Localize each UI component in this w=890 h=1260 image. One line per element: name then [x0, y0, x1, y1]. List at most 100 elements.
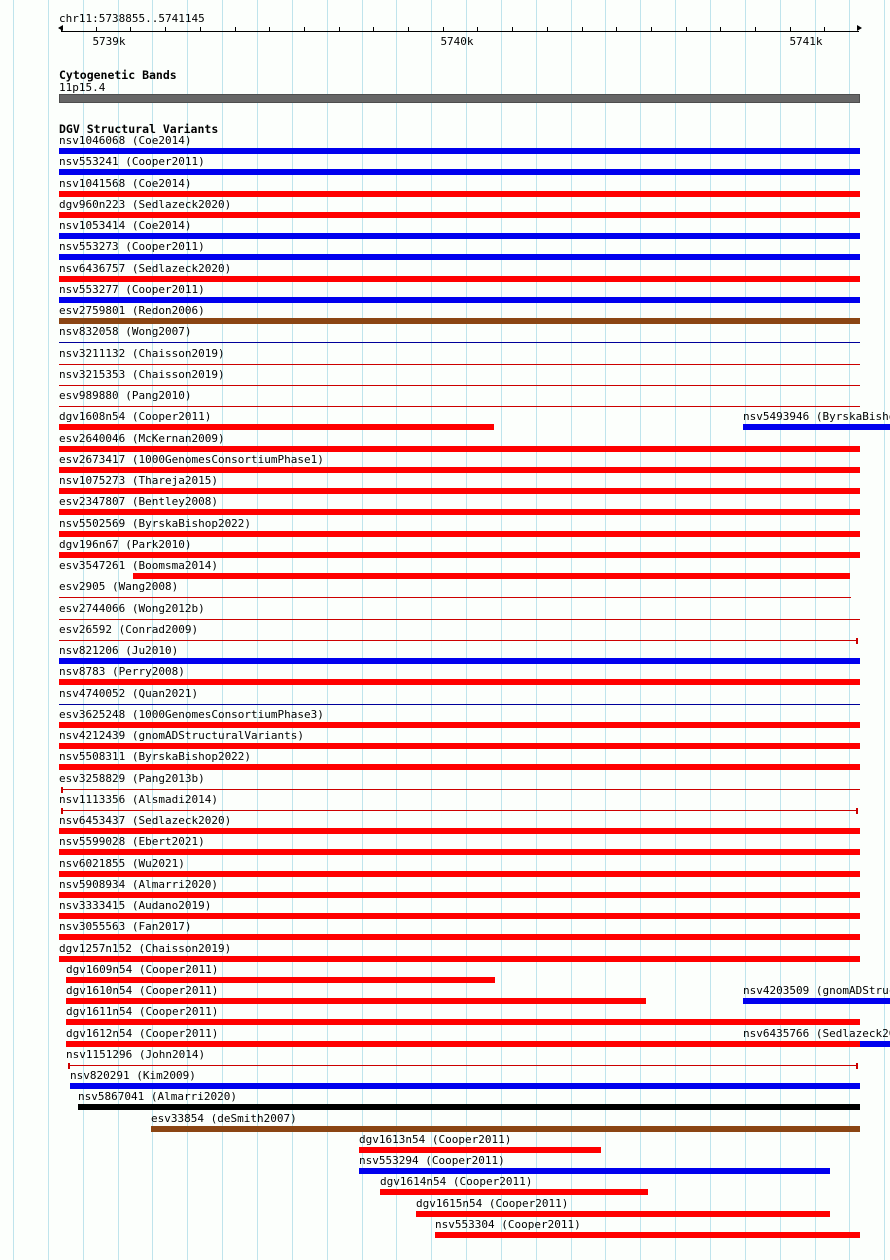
variant-row[interactable]: esv2744066 (Wong2012b) — [0, 602, 890, 624]
variant-row[interactable]: dgv1611n54 (Cooper2011) — [0, 1006, 890, 1027]
variant-row[interactable]: nsv5508311 (ByrskaBishop2022) — [0, 751, 890, 772]
variant-bar[interactable] — [380, 1189, 648, 1196]
variant-bar[interactable] — [743, 998, 890, 1004]
variant-row[interactable]: nsv553241 (Cooper2011) — [0, 156, 890, 177]
variant-bar[interactable] — [59, 891, 860, 898]
variant-bar[interactable] — [59, 363, 860, 365]
variant-row[interactable]: nsv4203509 (gnomADStructuralVariants) — [0, 985, 890, 1006]
variant-row[interactable]: dgv1614n54 (Cooper2011) — [0, 1176, 890, 1197]
variant-bar[interactable] — [59, 296, 860, 303]
variant-bar[interactable] — [66, 1019, 860, 1026]
variant-bar[interactable] — [61, 786, 860, 793]
variant-row[interactable]: nsv5502569 (ByrskaBishop2022) — [0, 517, 890, 539]
variant-row[interactable]: dgv1610n54 (Cooper2011) — [0, 985, 890, 1006]
variant-bar[interactable] — [59, 424, 494, 431]
variant-bar[interactable] — [59, 618, 860, 620]
variant-row[interactable]: nsv832058 (Wong2007) — [0, 326, 890, 347]
variant-bar[interactable] — [416, 1210, 830, 1217]
variant-row[interactable]: nsv1113356 (Alsmadi2014) — [0, 793, 890, 815]
variant-row[interactable]: nsv553273 (Cooper2011) — [0, 241, 890, 262]
variant-row[interactable]: dgv1613n54 (Cooper2011) — [0, 1133, 890, 1155]
variant-bar[interactable] — [68, 1062, 858, 1069]
variant-bar[interactable] — [66, 1040, 860, 1047]
variant-bar[interactable] — [59, 597, 851, 599]
variant-row[interactable]: nsv5493946 (ByrskaBishop2022) — [0, 411, 890, 432]
variant-bar[interactable] — [78, 1104, 860, 1111]
variant-row[interactable]: esv2759801 (Redon2006) — [0, 305, 890, 326]
variant-bar[interactable] — [59, 466, 860, 473]
variant-bar[interactable] — [59, 637, 858, 644]
variant-bar[interactable] — [59, 318, 860, 324]
variant-bar[interactable] — [59, 254, 860, 261]
variant-bar[interactable] — [59, 934, 860, 941]
variant-row[interactable]: nsv3333415 (Audano2019) — [0, 900, 890, 921]
variant-row[interactable]: esv33854 (deSmith2007) — [0, 1112, 890, 1134]
variant-row[interactable]: nsv1041568 (Coe2014) — [0, 177, 890, 199]
variant-bar[interactable] — [59, 211, 860, 218]
variant-bar[interactable] — [133, 573, 850, 579]
variant-bar[interactable] — [59, 679, 860, 686]
variant-row[interactable]: esv2673417 (1000GenomesConsortiumPhase1) — [0, 453, 890, 475]
variant-row[interactable]: nsv5599028 (Ebert2021) — [0, 836, 890, 857]
variant-bar[interactable] — [359, 1146, 601, 1153]
variant-bar[interactable] — [59, 488, 860, 494]
variant-bar[interactable] — [59, 721, 860, 728]
variant-bar[interactable] — [59, 406, 860, 407]
variant-bar[interactable] — [59, 913, 860, 919]
variant-bar[interactable] — [59, 530, 860, 537]
cytogenetic-band-bar[interactable] — [59, 94, 860, 103]
variant-row[interactable]: nsv821206 (Ju2010) — [0, 645, 890, 666]
variant-row[interactable]: dgv1609n54 (Cooper2011) — [0, 963, 890, 985]
variant-bar[interactable] — [59, 849, 860, 856]
variant-row[interactable]: nsv5867041 (Almarri2020) — [0, 1091, 890, 1112]
variant-row[interactable]: esv989880 (Pang2010) — [0, 390, 890, 411]
variant-bar[interactable] — [59, 148, 860, 154]
variant-row[interactable]: dgv1615n54 (Cooper2011) — [0, 1197, 890, 1219]
variant-row[interactable]: nsv6436757 (Sedlazeck2020) — [0, 262, 890, 284]
variant-row[interactable]: esv2640046 (McKernan2009) — [0, 432, 890, 454]
variant-row[interactable]: dgv1612n54 (Cooper2011) — [0, 1027, 890, 1049]
variant-row[interactable]: esv3547261 (Boomsma2014) — [0, 560, 890, 581]
variant-bar[interactable] — [61, 807, 858, 814]
variant-row[interactable]: nsv8783 (Perry2008) — [0, 666, 890, 687]
variant-row[interactable]: dgv960n223 (Sedlazeck2020) — [0, 198, 890, 220]
variant-row[interactable]: nsv553277 (Cooper2011) — [0, 283, 890, 305]
variant-bar[interactable] — [743, 424, 890, 431]
variant-bar[interactable] — [66, 998, 646, 1004]
variant-row[interactable]: dgv1257n152 (Chaisson2019) — [0, 942, 890, 964]
variant-bar[interactable] — [59, 275, 860, 282]
variant-bar[interactable] — [59, 870, 860, 877]
variant-row[interactable]: nsv4212439 (gnomADStructuralVariants) — [0, 730, 890, 751]
variant-bar[interactable] — [70, 1083, 860, 1089]
variant-row[interactable]: esv3258829 (Pang2013b) — [0, 772, 890, 794]
variant-row[interactable]: nsv6453437 (Sedlazeck2020) — [0, 815, 890, 836]
variant-bar[interactable] — [59, 743, 860, 749]
variant-bar[interactable] — [59, 955, 860, 962]
variant-row[interactable]: nsv6021855 (Wu2021) — [0, 857, 890, 879]
variant-bar[interactable] — [59, 509, 860, 516]
variant-bar[interactable] — [59, 828, 860, 834]
variant-bar[interactable] — [59, 445, 860, 452]
variant-row[interactable]: esv2905 (Wang2008) — [0, 581, 890, 602]
variant-bar[interactable] — [435, 1231, 860, 1238]
variant-row[interactable]: nsv3215353 (Chaisson2019) — [0, 368, 890, 390]
variant-bar[interactable] — [59, 764, 860, 771]
variant-row[interactable]: nsv3211132 (Chaisson2019) — [0, 347, 890, 369]
variant-bar[interactable] — [59, 384, 860, 386]
variant-row[interactable]: esv26592 (Conrad2009) — [0, 623, 890, 645]
variant-row[interactable]: esv2347807 (Bentley2008) — [0, 496, 890, 517]
variant-bar[interactable] — [59, 703, 860, 705]
variant-row[interactable]: nsv1151296 (John2014) — [0, 1048, 890, 1070]
variant-bar[interactable] — [151, 1125, 860, 1132]
variant-row[interactable]: nsv1075273 (Thareja2015) — [0, 475, 890, 496]
variant-row[interactable]: nsv5908934 (Almarri2020) — [0, 878, 890, 900]
variant-bar[interactable] — [59, 233, 860, 239]
variant-row[interactable]: nsv820291 (Kim2009) — [0, 1070, 890, 1091]
variant-bar[interactable] — [359, 1168, 830, 1174]
variant-row[interactable]: nsv553294 (Cooper2011) — [0, 1155, 890, 1176]
variant-row[interactable]: nsv4740052 (Quan2021) — [0, 687, 890, 709]
variant-row[interactable]: dgv196n67 (Park2010) — [0, 538, 890, 560]
variant-bar[interactable] — [59, 342, 860, 344]
variant-bar[interactable] — [59, 190, 860, 197]
variant-bar[interactable] — [59, 551, 860, 558]
